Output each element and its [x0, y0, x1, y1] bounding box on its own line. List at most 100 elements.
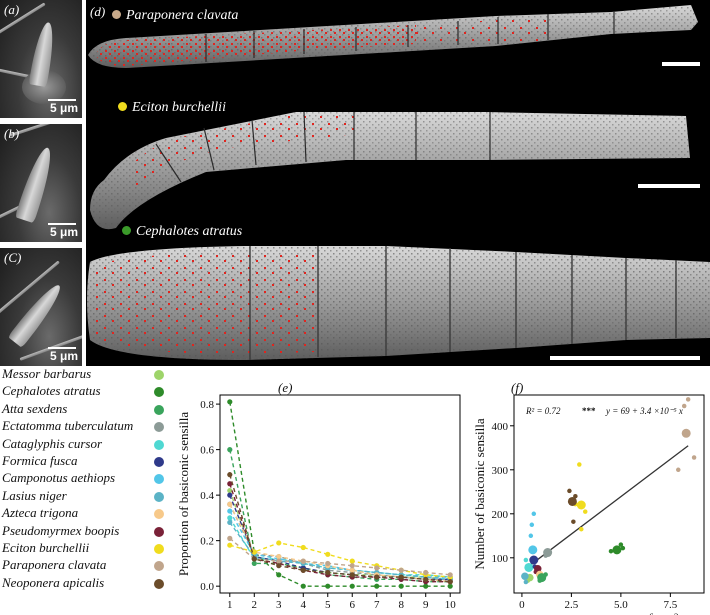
data-point: [276, 563, 282, 569]
antennae-drawing: [87, 5, 710, 360]
series-line: [229, 537, 451, 576]
legend-species-name: Eciton burchellii: [2, 539, 90, 555]
eciton-dot-icon: [118, 102, 127, 111]
panel-c-scale-bar: [48, 347, 76, 349]
x-axis-label: Antennal segments: [290, 613, 389, 615]
panel-b-scale-bar: [48, 223, 76, 225]
series-line: [229, 483, 451, 583]
panel-a-scale-label: 5 μm: [49, 101, 78, 115]
legend-item: Cephalotes atratus: [2, 383, 167, 400]
data-point: [227, 487, 233, 494]
legend-item: Paraponera clavata: [2, 557, 167, 574]
data-point: [276, 553, 282, 560]
scatter-point: [573, 493, 578, 499]
series-line: [229, 474, 451, 583]
scatter-point: [543, 553, 548, 558]
data-point: [349, 563, 355, 569]
legend-item: Atta sexdens: [2, 401, 167, 418]
sem-panel-d: (d) Paraponera clavata Eciton burchellii…: [86, 0, 710, 366]
panel-c-scale-label: 5 μm: [49, 349, 78, 363]
series-line: [229, 490, 451, 581]
sem-panel-b: (b) 5 μm: [0, 124, 82, 242]
scatter-point: [571, 519, 576, 524]
x-tick-label: 7: [374, 599, 380, 611]
legend-item: Camponotus aethiops: [2, 470, 167, 487]
legend-color-dot-icon: [154, 422, 164, 433]
scatter-point: [528, 545, 538, 555]
panel-b-scale-label: 5 μm: [49, 225, 78, 239]
data-point: [227, 399, 233, 405]
x-tick-label: 9: [423, 599, 429, 611]
scatter-point: [529, 555, 539, 565]
data-point: [349, 567, 355, 573]
chart-f-count: 0 2.5 5.0 7.5 100 200 300 400 Antennal surface a…: [472, 394, 705, 615]
legend-species-name: Camponotus aethiops: [2, 470, 116, 486]
data-point: [227, 519, 233, 526]
legend-color-dot-icon: [154, 491, 164, 502]
legend-item: Azteca trigona: [2, 505, 167, 522]
legend-item: Eciton burchellii: [2, 540, 167, 557]
chart-e-frame: [219, 394, 461, 594]
panel-e-letter: (e): [278, 380, 293, 395]
y-tick-label: 0.2: [200, 536, 214, 548]
legend-species-name: Pseudomyrmex boopis: [2, 522, 120, 538]
data-point: [227, 515, 233, 521]
x-tick-label: 2: [252, 599, 258, 611]
panel-a-scale-bar: [48, 99, 76, 101]
legend-color-dot-icon: [154, 509, 164, 520]
data-point: [349, 572, 355, 578]
x-tick-label: 5: [325, 599, 331, 611]
antenna-species-name: Eciton burchellii: [132, 100, 226, 115]
data-point: [374, 565, 380, 571]
antenna-label-eciton: Eciton burchellii: [118, 100, 226, 116]
data-point: [276, 572, 282, 578]
scatter-point: [528, 533, 534, 539]
chart-e-proportion: 1 2 3 4 5 6 7 8 9 10 0.0 0.2 0.4 0.6 0.8 Antennal segme…: [176, 394, 461, 615]
data-point: [227, 447, 233, 453]
legend-species-name: Messor barbarus: [2, 366, 92, 381]
data-point: [227, 472, 233, 478]
legend-color-dot-icon: [154, 578, 164, 589]
y-tick-label: 200: [492, 509, 509, 521]
data-point: [276, 540, 282, 546]
antenna-species-name: Paraponera clavata: [126, 8, 239, 23]
scatter-point: [618, 542, 624, 547]
legend-species-name: Neoponera apicalis: [2, 574, 105, 590]
data-point: [374, 583, 380, 589]
scatter-point: [576, 500, 586, 510]
scatter-point: [608, 548, 614, 554]
data-point: [398, 574, 404, 580]
data-point: [227, 501, 233, 507]
scatter-point: [521, 572, 529, 581]
y-tick-label: 0.8: [200, 399, 214, 411]
data-point: [325, 551, 331, 557]
data-point: [251, 556, 257, 562]
scatter-point: [523, 557, 529, 563]
legend-item: Cataglyphis cursor: [2, 436, 167, 453]
data-point: [251, 560, 257, 567]
data-point: [300, 567, 306, 573]
legend-item: Ectatomma tuberculatum: [2, 418, 167, 435]
regression-equation: y = 69 + 3.4 ×10⁻⁵ x: [605, 406, 683, 416]
legend-item: Formica fusca: [2, 453, 167, 470]
legend-item: Lasius niger: [2, 488, 167, 505]
legend-item: Messor barbarus: [2, 366, 167, 383]
data-point: [227, 535, 233, 541]
legend-species-name: Formica fusca: [2, 452, 78, 468]
x-tick-label: 0: [519, 599, 525, 611]
series-line: [229, 522, 451, 578]
series-line: [229, 542, 451, 578]
panel-c-letter: (C): [4, 250, 22, 265]
data-point: [423, 569, 429, 576]
y-tick-label: 0.4: [200, 490, 214, 502]
data-point: [227, 508, 233, 514]
scatter-point: [691, 455, 697, 460]
y-tick-label: 400: [492, 421, 509, 433]
data-point: [325, 569, 331, 576]
scatter-point: [537, 578, 542, 583]
sem-panel-c: (C) 5 μm: [0, 248, 82, 366]
legend-species-name: Atta sexdens: [2, 400, 68, 416]
x-tick-label: 2.5: [565, 599, 579, 611]
data-point: [276, 558, 282, 564]
data-point: [300, 544, 306, 551]
